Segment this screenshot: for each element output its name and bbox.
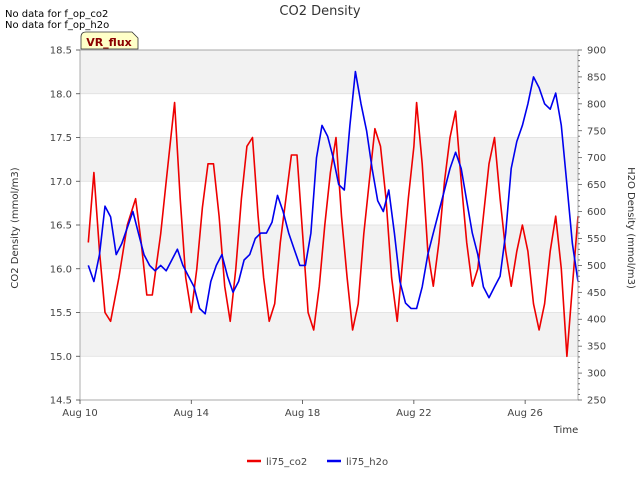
vr-flux-badge: VR_flux bbox=[80, 31, 139, 50]
x-tick-label: Aug 26 bbox=[507, 408, 542, 419]
badge-shape bbox=[80, 31, 139, 50]
series-line-li75_co2 bbox=[87, 101, 579, 358]
y-left-tick-label: 16.0 bbox=[50, 264, 72, 275]
badge-label: VR_flux bbox=[86, 36, 132, 49]
y-right-axis-ticks: 250 300 350 400 450 500 550 600 650 700 750 800 850 9… bbox=[578, 46, 606, 407]
y-left-tick-label: 16.5 bbox=[50, 221, 72, 232]
y-right-tick-label: 550 bbox=[587, 234, 606, 245]
x-tick-label: Aug 18 bbox=[285, 408, 320, 419]
x-axis-label: Time bbox=[553, 425, 578, 436]
y-left-tick-label: 17.5 bbox=[50, 133, 72, 144]
x-tick-label: Aug 22 bbox=[396, 408, 431, 419]
y-right-tick-label: 600 bbox=[587, 207, 606, 218]
y-left-tick-label: 15.0 bbox=[50, 352, 72, 363]
y-left-tick-label: 17.0 bbox=[50, 177, 72, 188]
chart-title: CO2 Density bbox=[279, 4, 360, 19]
y-right-tick-label: 700 bbox=[587, 153, 606, 164]
y-right-tick-label: 900 bbox=[587, 46, 606, 57]
background-band bbox=[80, 312, 578, 357]
y-right-tick-label: 850 bbox=[587, 72, 606, 83]
y-right-tick-label: 250 bbox=[587, 396, 606, 407]
background-bands bbox=[80, 50, 578, 400]
y-right-tick-label: 300 bbox=[587, 369, 606, 380]
x-tick-label: Aug 10 bbox=[62, 408, 97, 419]
legend-label-li75_h2o: li75_h2o bbox=[346, 457, 388, 468]
background-band bbox=[80, 50, 578, 94]
y-right-axis-label: H2O Density (mmol/m3) bbox=[625, 167, 636, 289]
series-line-li75_h2o bbox=[87, 70, 579, 315]
y-right-tick-label: 750 bbox=[587, 126, 606, 137]
y-left-tick-label: 18.0 bbox=[50, 89, 72, 100]
x-tick-label: Aug 14 bbox=[174, 408, 209, 419]
background-band bbox=[80, 356, 578, 400]
legend-label-li75_co2: li75_co2 bbox=[266, 457, 307, 468]
background-band bbox=[80, 93, 578, 138]
no-data-note-co2: No data for f_op_co2 bbox=[5, 9, 108, 20]
series-lines bbox=[87, 70, 579, 358]
legend: li75_co2 li75_h2o bbox=[247, 457, 388, 468]
y-left-tick-label: 14.5 bbox=[50, 396, 72, 407]
y-right-tick-label: 800 bbox=[587, 99, 606, 110]
y-right-tick-label: 400 bbox=[587, 315, 606, 326]
y-right-tick-label: 650 bbox=[587, 180, 606, 191]
y-left-axis-ticks: 14.5 15.0 15.5 16.0 16.5 17.0 17.5 18.0 18.5 bbox=[50, 46, 80, 407]
y-left-axis-label: CO2 Density (mmol/m3) bbox=[10, 167, 21, 288]
y-right-tick-label: 350 bbox=[587, 342, 606, 353]
y-right-tick-label: 500 bbox=[587, 261, 606, 272]
x-axis-ticks: Aug 10 Aug 14 Aug 18 Aug 22 Aug 26 bbox=[62, 400, 543, 419]
background-band bbox=[80, 268, 578, 313]
y-right-tick-label: 450 bbox=[587, 288, 606, 299]
no-data-note-h2o: No data for f_op_h2o bbox=[5, 20, 109, 31]
y-left-tick-label: 15.5 bbox=[50, 308, 72, 319]
y-left-tick-label: 18.5 bbox=[50, 46, 72, 57]
background-band bbox=[80, 225, 578, 269]
